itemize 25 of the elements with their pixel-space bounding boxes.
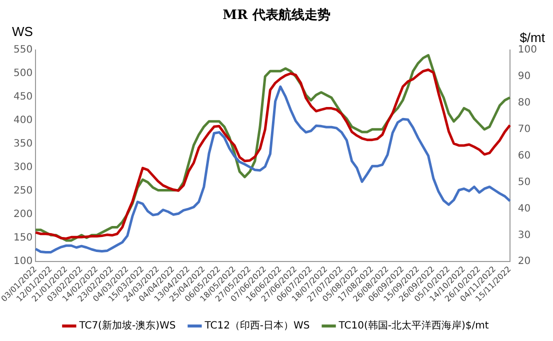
y-tick-label: 350 — [14, 138, 33, 150]
y-tick-label: 200 — [14, 209, 33, 220]
legend-label: TC7(新加坡-澳东)WS — [78, 320, 176, 332]
y-tick-label: 400 — [14, 115, 33, 126]
y2-tick-label: 40 — [518, 203, 531, 214]
y-tick-label: 100 — [14, 256, 33, 268]
chart-title: MR 代表航线走势 — [222, 6, 332, 24]
y2-tick-label: 60 — [518, 150, 531, 162]
legend-label: TC10(韩国-北太平洋西海岸)$/mt — [338, 320, 489, 332]
y-tick-label: 450 — [14, 92, 33, 103]
y2-tick-label: 100 — [518, 44, 538, 56]
y2-tick-label: 50 — [518, 176, 531, 188]
y-tick-label: 150 — [14, 232, 33, 244]
y2-tick-label: 90 — [518, 71, 531, 82]
y2-tick-label: 80 — [518, 97, 531, 108]
y-tick-label: 250 — [14, 186, 33, 197]
y2-tick-label: 20 — [518, 256, 531, 268]
y-axis-title: WS — [12, 24, 33, 39]
y2-tick-label: 30 — [518, 230, 531, 241]
y-tick-label: 300 — [14, 162, 33, 174]
y2-axis-title: $/mt — [520, 30, 545, 45]
y-tick-label: 500 — [14, 68, 33, 80]
y2-tick-label: 70 — [518, 124, 531, 135]
y-tick-label: 550 — [14, 44, 33, 56]
legend-label: TC12（印西-日本）WS — [204, 320, 310, 332]
